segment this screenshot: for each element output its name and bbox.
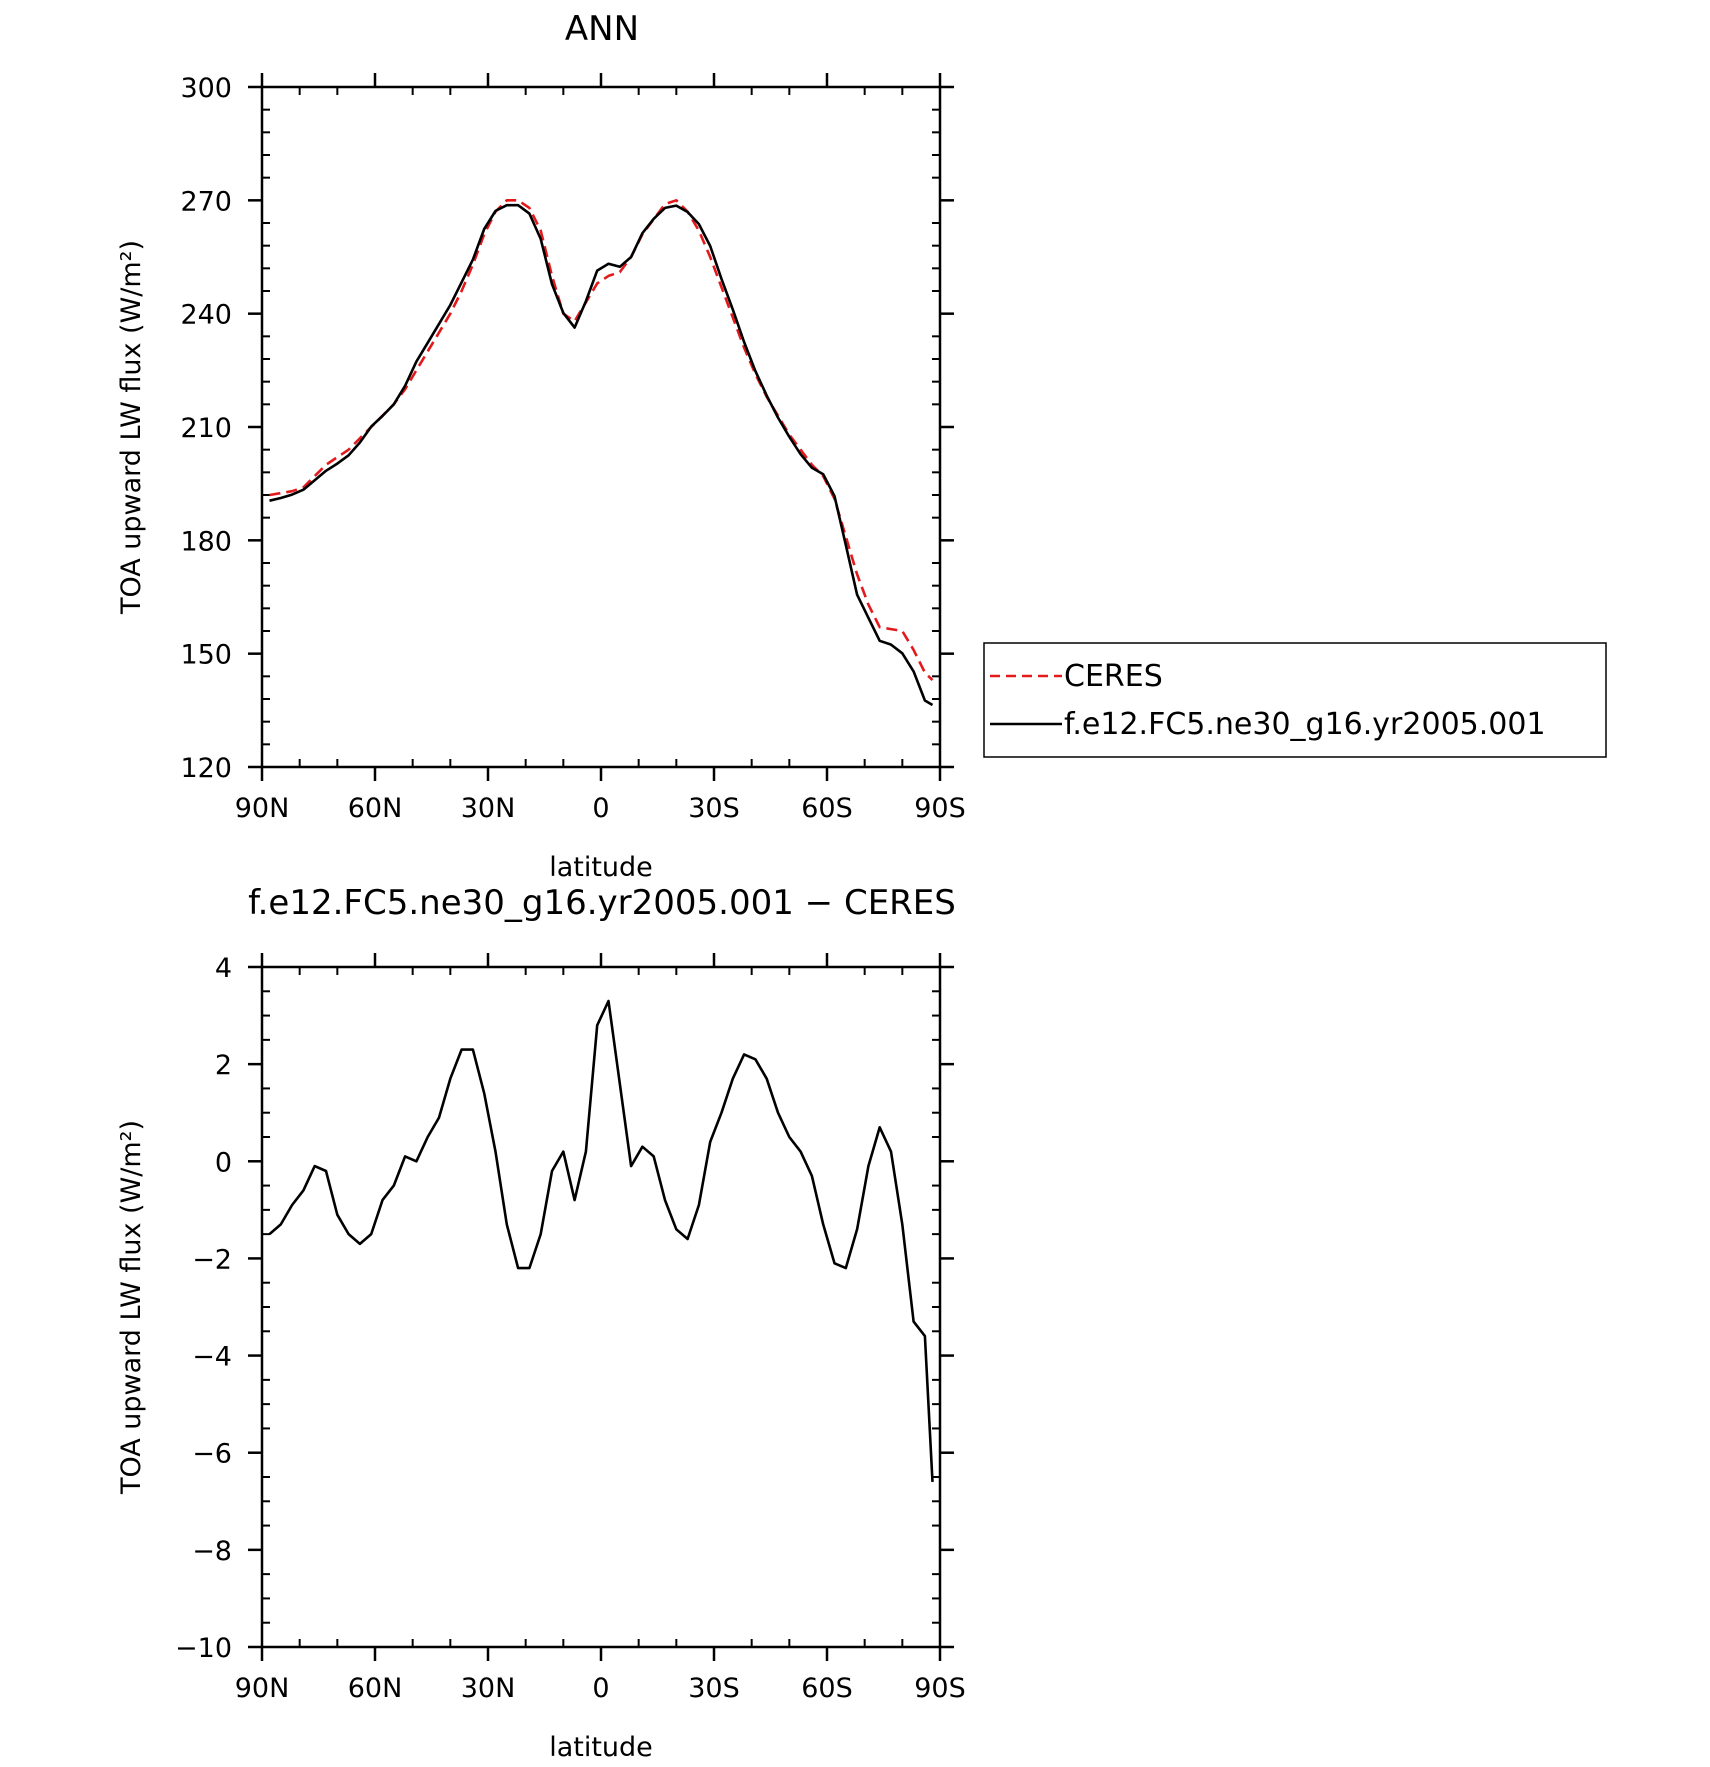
top-y-tick-label: 180: [180, 526, 232, 557]
bottom-series-group: [268, 999, 934, 1482]
top-x-tick-label: 60N: [348, 793, 403, 824]
top-x-axis-title: latitude: [549, 852, 653, 883]
bottom-y-tick-label: −6: [192, 1439, 232, 1470]
top-ticks: [248, 73, 954, 781]
bottom-x-tick-label: 0: [592, 1673, 609, 1704]
bottom-plot-area: [248, 953, 954, 1661]
top-x-tick-label: 0: [592, 793, 609, 824]
bottom-ticks: [248, 953, 954, 1661]
bottom-y-tick-label: −10: [175, 1633, 232, 1664]
bottom-x-tick-labels: 90N 60N 30N 0 30S 60S 90S: [235, 1673, 966, 1704]
top-y-tick-label: 210: [180, 413, 232, 444]
legend-label-ceres: CERES: [1064, 659, 1163, 694]
bottom-y-tick-label: 2: [215, 1050, 232, 1081]
top-y-tick-label: 150: [180, 640, 232, 671]
bottom-y-tick-label: −8: [192, 1536, 232, 1567]
top-x-tick-labels: 90N 60N 30N 0 30S 60S 90S: [235, 793, 966, 824]
top-plot-area: [248, 73, 954, 781]
top-y-tick-label: 300: [180, 73, 232, 104]
bottom-y-tick-label: −4: [192, 1342, 232, 1373]
top-plot-frame: [260, 85, 942, 769]
top-x-tick-label: 30S: [688, 793, 740, 824]
bottom-x-tick-label: 30S: [688, 1673, 740, 1704]
top-x-tick-label: 90S: [914, 793, 966, 824]
legend-box: [983, 642, 1607, 758]
bottom-y-tick-labels: −10 −8 −6 −4 −2 0 2 4: [175, 953, 232, 1664]
bottom-x-tick-label: 30N: [461, 1673, 516, 1704]
top-y-tick-label: 120: [180, 753, 232, 784]
bottom-y-tick-label: 0: [215, 1147, 232, 1178]
top-x-tick-label: 60S: [801, 793, 853, 824]
bottom-x-axis-title: latitude: [549, 1732, 653, 1762]
top-y-axis-title: TOA upward LW flux (W/m²): [116, 240, 147, 615]
top-y-tick-labels: 120 150 180 210 240 270 300: [180, 73, 232, 784]
top-panel-title: ANN: [565, 9, 639, 49]
top-panel: ANN 120 150 180 210 240 270 300 90N 60N 30N 0 30S 6…: [116, 9, 1607, 883]
top-y-tick-label: 240: [180, 300, 232, 331]
bottom-plot-frame: [260, 965, 942, 1649]
top-x-tick-label: 90N: [235, 793, 290, 824]
bottom-x-tick-label: 90S: [914, 1673, 966, 1704]
legend: CERES f.e12.FC5.ne30_g16.yr2005.001: [983, 642, 1607, 758]
top-x-tick-label: 30N: [461, 793, 516, 824]
bottom-x-tick-label: 60N: [348, 1673, 403, 1704]
bottom-y-tick-label: −2: [192, 1244, 232, 1275]
top-series-model: [269, 203, 934, 707]
bottom-x-tick-label: 60S: [801, 1673, 853, 1704]
bottom-panel: f.e12.FC5.ne30_g16.yr2005.001 − CERES −1…: [116, 883, 966, 1763]
top-series-group: [269, 199, 934, 707]
legend-label-model: f.e12.FC5.ne30_g16.yr2005.001: [1064, 707, 1546, 742]
bottom-y-tick-label: 4: [215, 953, 232, 984]
bottom-panel-title: f.e12.FC5.ne30_g16.yr2005.001 − CERES: [248, 883, 956, 923]
top-series-ceres: [269, 199, 934, 682]
bottom-x-tick-label: 90N: [235, 1673, 290, 1704]
bottom-series-difference: [268, 999, 934, 1482]
top-y-tick-label: 270: [180, 186, 232, 217]
bottom-y-axis-title: TOA upward LW flux (W/m²): [116, 1120, 147, 1495]
